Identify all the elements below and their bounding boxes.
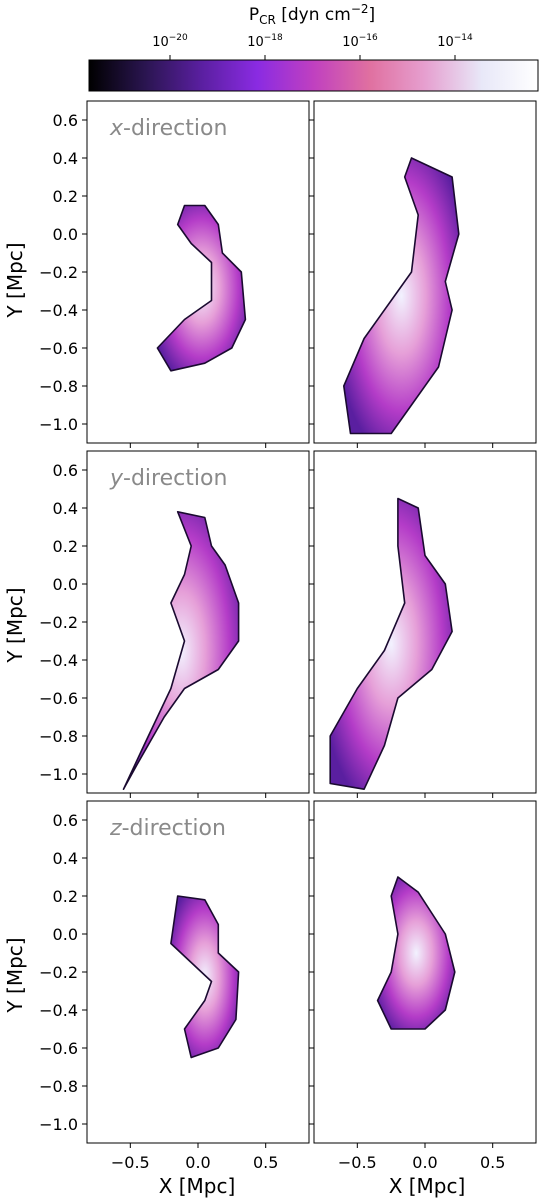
x-axis-label-right: X [Mpc] bbox=[389, 1174, 466, 1198]
y-tick-label: −0.4 bbox=[39, 651, 78, 670]
x-tick-label: 0.0 bbox=[412, 1153, 437, 1172]
panel-frame bbox=[86, 800, 310, 1144]
x-axis-labels: X [Mpc] X [Mpc] bbox=[159, 1174, 466, 1198]
y-tick-label: 0.2 bbox=[53, 187, 78, 206]
y-tick-label: 0.0 bbox=[53, 575, 78, 594]
y-tick-label: 0.2 bbox=[53, 887, 78, 906]
panel-r2-c1: 0.6 0.4 0.2 0.0 −0.2 −0.4 −0.6 −0.8 −1.0 y-direct… bbox=[39, 450, 310, 798]
y-tick-label: −0.2 bbox=[39, 613, 78, 632]
colorbar-ticks: 10−20 10−18 10−16 10−14 bbox=[152, 33, 473, 60]
pressure-map-blob bbox=[170, 895, 240, 1059]
colorbar-tick-label: 10−16 bbox=[342, 33, 378, 50]
x-tick-label: 0.5 bbox=[480, 1153, 505, 1172]
y-tick-label: −0.2 bbox=[39, 263, 78, 282]
y-tick-label: −0.2 bbox=[39, 963, 78, 982]
y-tick-label: 0.4 bbox=[53, 149, 78, 168]
y-tick-label: 0.6 bbox=[53, 461, 78, 480]
pressure-map-blob bbox=[329, 497, 453, 790]
y-tick-label: −0.4 bbox=[39, 1001, 78, 1020]
colorbar-tick-label: 10−18 bbox=[247, 33, 283, 50]
panel-r1-c1: 0.6 0.4 0.2 0.0 −0.2 −0.4 −0.6 −0.8 −1.0 x-direct… bbox=[39, 100, 310, 448]
y-axis-labels: Y [Mpc] Y [Mpc] Y [Mpc] bbox=[3, 242, 27, 1013]
y-tick-label: −0.6 bbox=[39, 339, 78, 358]
colorbar-label: PCR [dyn cm−2] bbox=[249, 2, 375, 27]
y-tick-label: 0.0 bbox=[53, 925, 78, 944]
colorbar-tick-label: 10−14 bbox=[437, 33, 473, 50]
pressure-map-blob bbox=[343, 157, 460, 435]
y-tick-label: 0.4 bbox=[53, 499, 78, 518]
colorbar: PCR [dyn cm−2] 10−20 10−18 10−16 10−14 bbox=[88, 2, 539, 92]
direction-label: y-direction bbox=[109, 466, 227, 491]
panel-grid: 0.6 0.4 0.2 0.0 −0.2 −0.4 −0.6 −0.8 −1.0 x-direct… bbox=[39, 100, 537, 1172]
x-tick-label: 0.5 bbox=[253, 1153, 278, 1172]
direction-label: z-direction bbox=[109, 816, 226, 841]
pressure-map-blob bbox=[122, 511, 240, 790]
y-tick-label: 0.6 bbox=[53, 811, 78, 830]
panel-r1-c2 bbox=[309, 100, 537, 448]
y-tick-label: −0.6 bbox=[39, 1039, 78, 1058]
panel-r2-c2 bbox=[309, 450, 537, 798]
panel-frame bbox=[86, 100, 310, 444]
y-tick-label: −1.0 bbox=[39, 1115, 78, 1134]
colorbar-tick-label: 10−20 bbox=[152, 33, 188, 50]
y-tick-label: −0.8 bbox=[39, 377, 78, 396]
y-tick-label: 0.0 bbox=[53, 225, 78, 244]
panel-r3-c1: 0.6 0.4 0.2 0.0 −0.2 −0.4 −0.6 −0.8 −1.0 −0.5 0.0 0… bbox=[39, 800, 310, 1172]
x-tick-label: 0.0 bbox=[185, 1153, 210, 1172]
y-tick-label: −1.0 bbox=[39, 765, 78, 784]
x-tick-label: −0.5 bbox=[111, 1153, 150, 1172]
x-tick-label: −0.5 bbox=[338, 1153, 377, 1172]
y-tick-label: −0.8 bbox=[39, 1077, 78, 1096]
y-tick-label: −0.8 bbox=[39, 727, 78, 746]
y-axis-label-row2: Y [Mpc] bbox=[3, 587, 27, 663]
panel-r3-c2: −0.5 0.0 0.5 bbox=[309, 800, 537, 1172]
colorbar-bar bbox=[88, 59, 539, 92]
y-tick-label: −0.6 bbox=[39, 689, 78, 708]
pressure-map-blob bbox=[156, 204, 247, 372]
direction-label: x-direction bbox=[109, 116, 227, 141]
y-tick-label: 0.4 bbox=[53, 849, 78, 868]
y-axis-label-row3: Y [Mpc] bbox=[3, 937, 27, 1013]
y-tick-label: −0.4 bbox=[39, 301, 78, 320]
y-axis-label-row1: Y [Mpc] bbox=[3, 242, 27, 318]
x-axis-label-left: X [Mpc] bbox=[159, 1174, 236, 1198]
y-tick-label: 0.2 bbox=[53, 537, 78, 556]
y-tick-label: −1.0 bbox=[39, 415, 78, 434]
y-tick-label: 0.6 bbox=[53, 111, 78, 130]
pressure-map-blob bbox=[376, 876, 456, 1030]
